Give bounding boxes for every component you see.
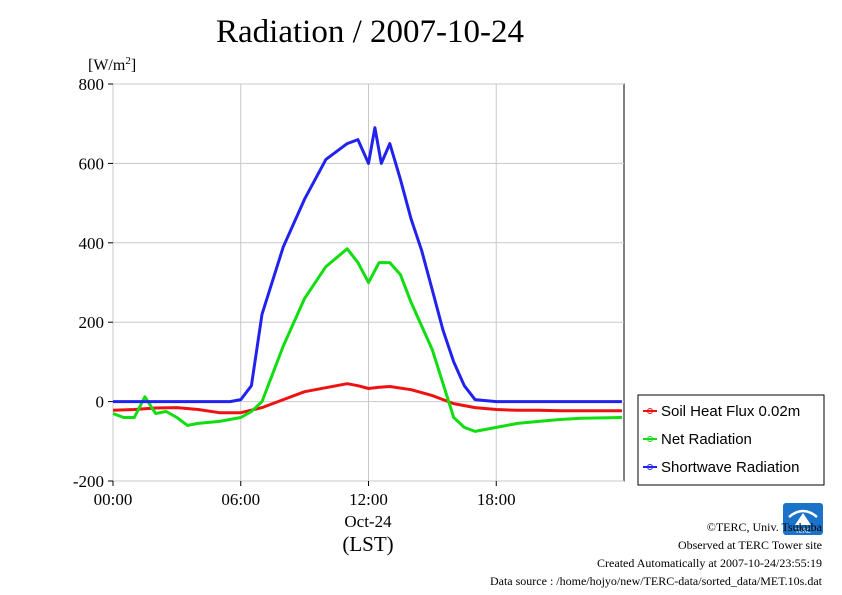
legend: Soil Heat Flux 0.02m Net Radiation Shortwa… bbox=[637, 394, 825, 486]
footer-source: Data source : /home/hojyo/new/TERC-data/… bbox=[489, 574, 822, 588]
legend-label: Soil Heat Flux 0.02m bbox=[661, 403, 800, 420]
x-tick-label: 00:00 bbox=[94, 490, 133, 509]
y-tick-label: 200 bbox=[79, 313, 105, 332]
y-tick-label: -200 bbox=[73, 472, 104, 491]
y-tick-label: 0 bbox=[96, 393, 105, 412]
legend-marker bbox=[647, 408, 653, 414]
chart-title: Radiation / 2007-10-24 bbox=[216, 14, 524, 50]
x-tick-label: 06:00 bbox=[221, 490, 260, 509]
series-line-1 bbox=[112, 382, 622, 415]
y-axis: -200 0 200 400 600 800 bbox=[73, 75, 113, 491]
series-line-3 bbox=[113, 126, 622, 404]
series-layer bbox=[112, 126, 622, 433]
y-tick-label: 400 bbox=[79, 234, 105, 253]
series-line-2 bbox=[112, 247, 622, 433]
x-axis-date-label: Oct-24 bbox=[344, 512, 392, 531]
legend-label: Shortwave Radiation bbox=[661, 459, 799, 476]
svg-text:TERC: TERC bbox=[794, 528, 811, 535]
x-tick-label: 18:00 bbox=[477, 490, 516, 509]
legend-marker bbox=[647, 436, 653, 442]
x-axis-unit-label: (LST) bbox=[342, 532, 393, 556]
legend-label: Net Radiation bbox=[661, 431, 752, 448]
footer-observed: Observed at TERC Tower site bbox=[677, 538, 822, 552]
x-tick-label: 12:00 bbox=[349, 490, 388, 509]
footer-created: Created Automatically at 2007-10-24/23:5… bbox=[597, 556, 822, 570]
y-tick-label: 600 bbox=[79, 154, 105, 173]
footer-copyright: ©TERC, Univ. Tsukuba bbox=[706, 520, 822, 534]
y-tick-label: 800 bbox=[79, 75, 105, 94]
legend-marker bbox=[647, 464, 653, 470]
y-axis-unit-superscript: 2 bbox=[125, 55, 131, 67]
y-axis-unit: [W/m2] bbox=[88, 55, 136, 74]
terc-logo-icon: TERC bbox=[783, 503, 823, 535]
legend-box bbox=[637, 394, 825, 486]
x-axis: 00:00 06:00 12:00 18:00 bbox=[94, 481, 516, 509]
